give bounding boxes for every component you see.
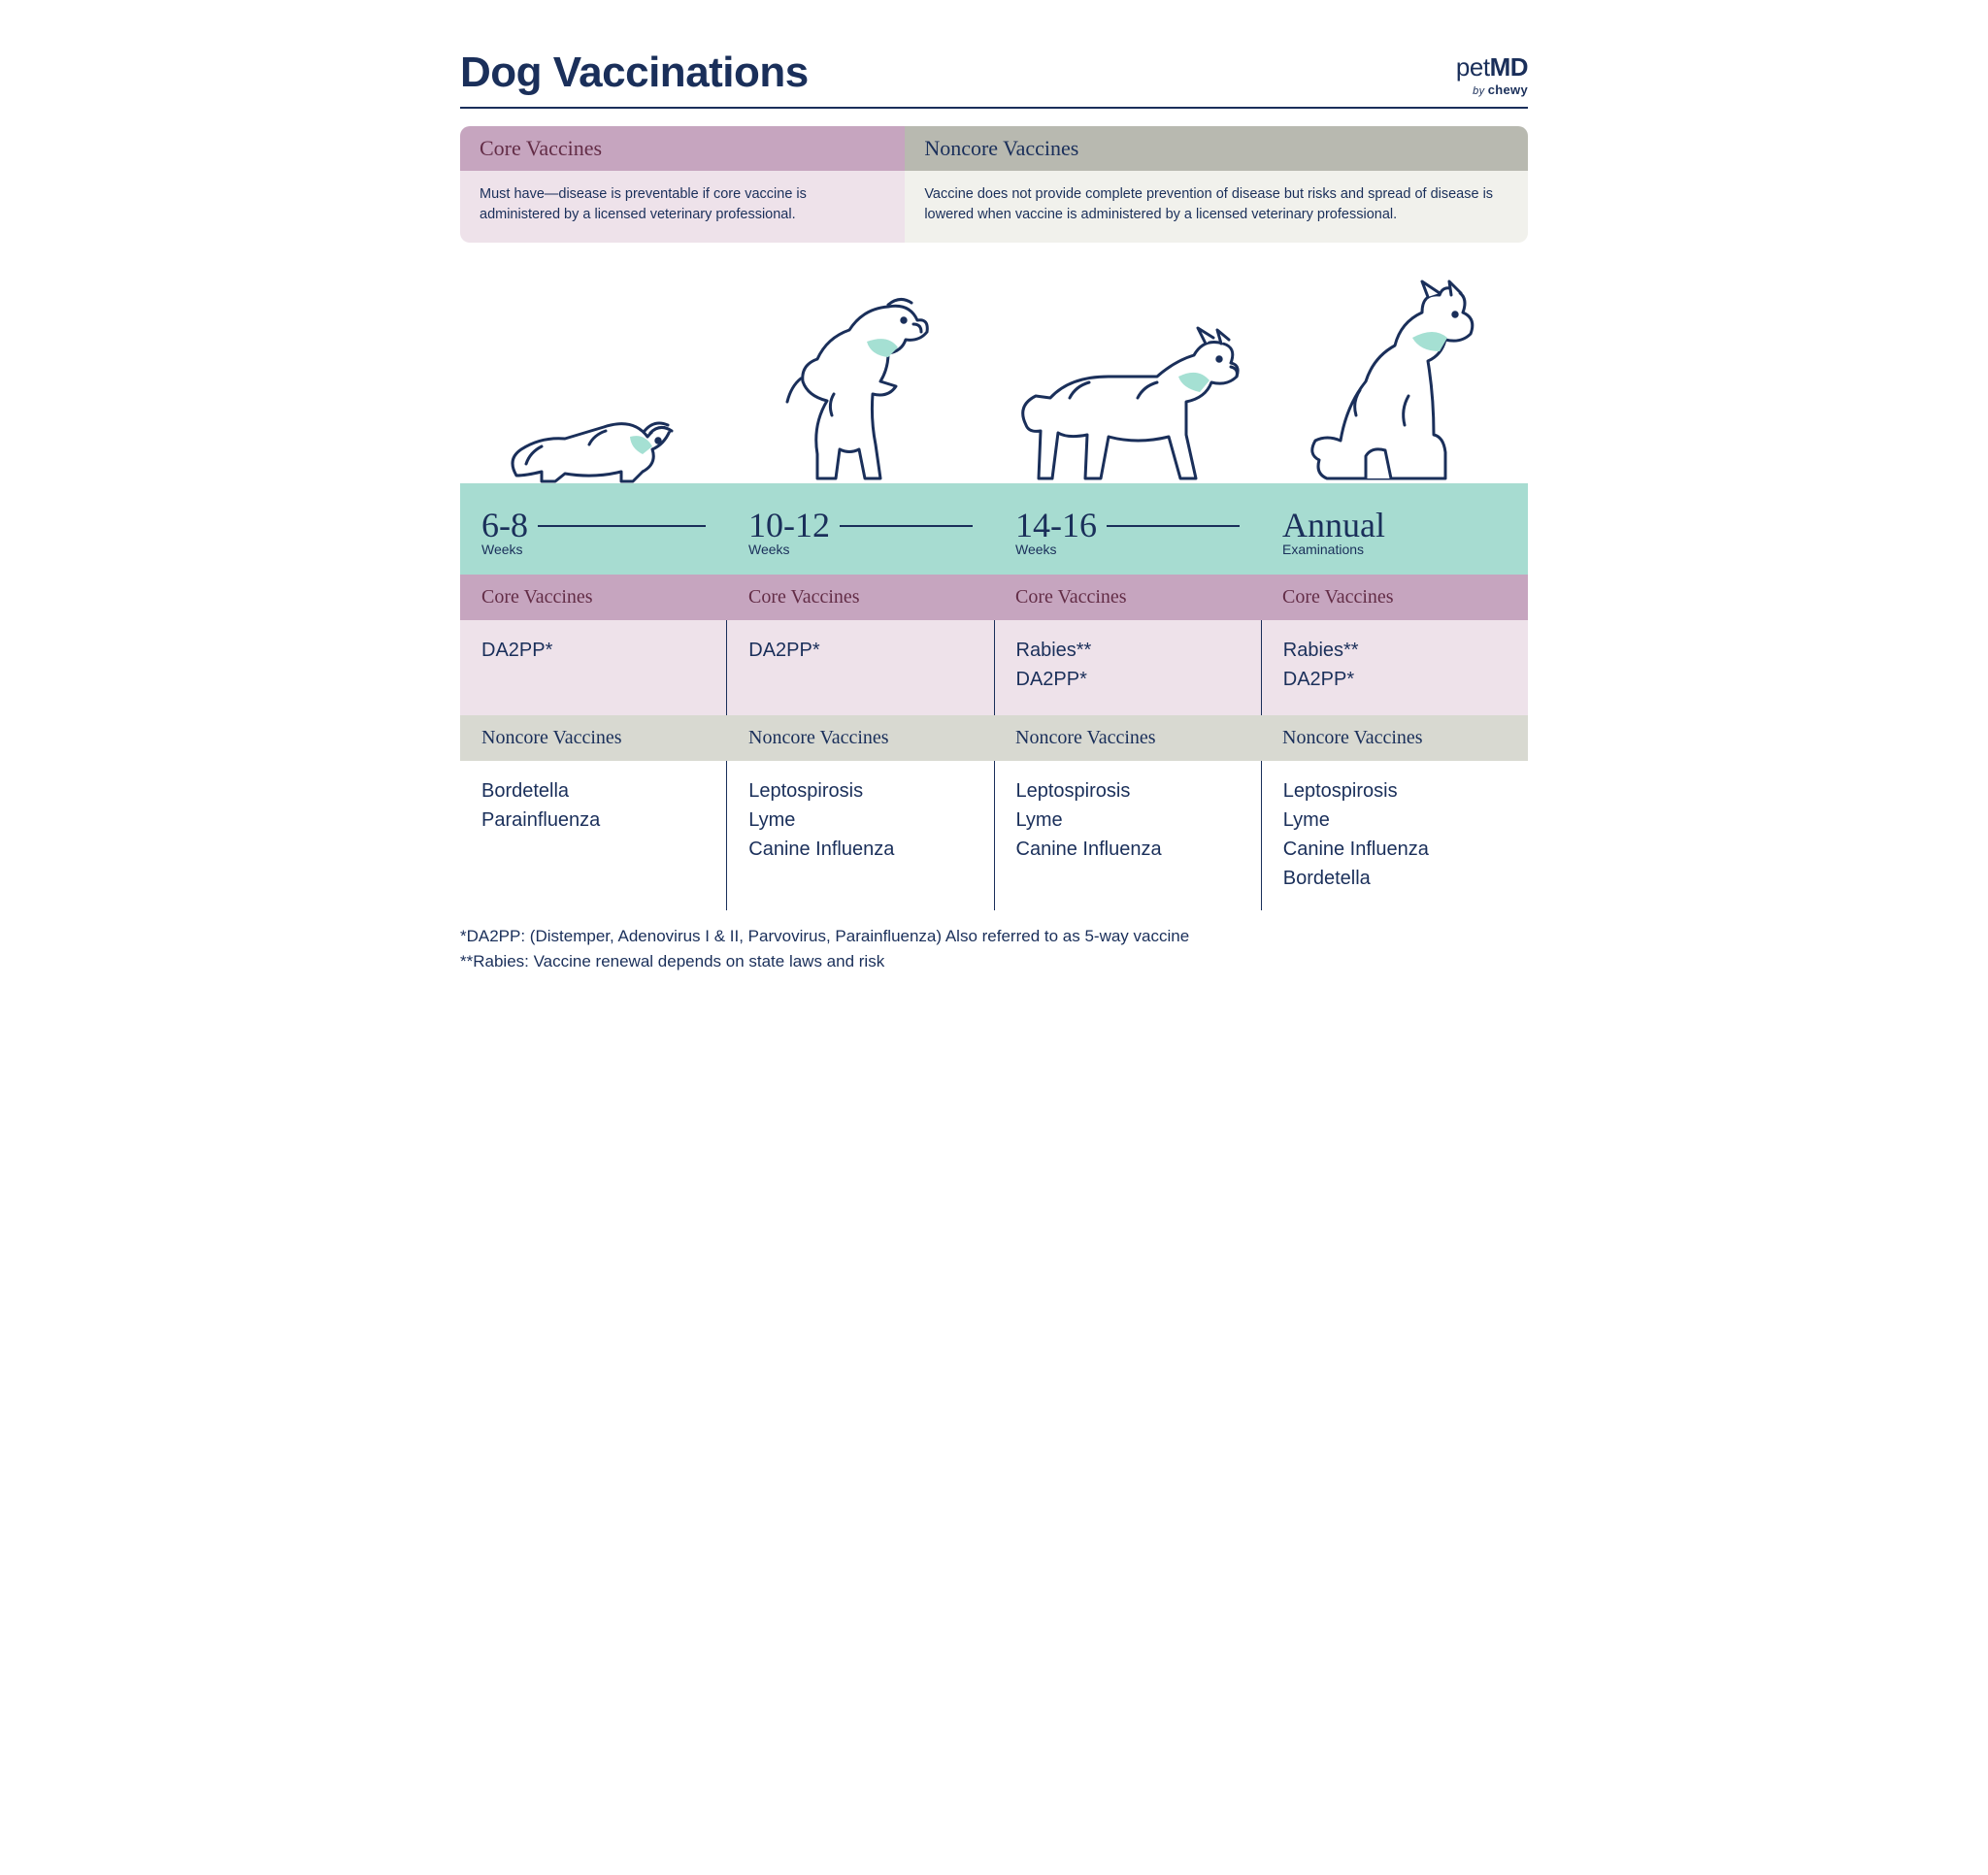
core-title: Core Vaccines [727, 575, 994, 620]
vaccine-item: DA2PP* [1283, 665, 1507, 694]
noncore-items-0: Bordetella Parainfluenza [460, 761, 727, 910]
brand-block: petMD by chewy [1456, 52, 1528, 97]
core-items-1: DA2PP* [727, 620, 994, 715]
core-title: Core Vaccines [460, 575, 727, 620]
noncore-body-row: Bordetella Parainfluenza Leptospirosis L… [460, 761, 1528, 910]
age-cell-2: 14-16 Weeks [994, 505, 1261, 557]
core-title: Core Vaccines [1261, 575, 1528, 620]
vaccine-item: Canine Influenza [1283, 835, 1507, 864]
age-rule [1107, 525, 1240, 527]
illustration-row [460, 270, 1528, 483]
vaccine-item: Rabies** [1016, 636, 1240, 665]
dog-puppy-icon [497, 367, 691, 483]
intro-noncore: Noncore Vaccines Vaccine does not provid… [905, 126, 1528, 243]
age-sub: Weeks [481, 542, 528, 557]
noncore-title: Noncore Vaccines [994, 715, 1261, 761]
vaccine-item: DA2PP* [481, 636, 705, 665]
footnote-line: **Rabies: Vaccine renewal depends on sta… [460, 949, 1528, 974]
age-main: 14-16 [1015, 505, 1097, 545]
age-rule [538, 525, 706, 527]
vaccine-item: Lyme [1016, 806, 1240, 835]
header-bar: Dog Vaccinations petMD by chewy [460, 49, 1528, 109]
brand-by: by [1473, 85, 1488, 97]
intro-core-body: Must have—disease is preventable if core… [460, 171, 905, 243]
noncore-title: Noncore Vaccines [1261, 715, 1528, 761]
noncore-items-3: Leptospirosis Lyme Canine Influenza Bord… [1262, 761, 1528, 910]
core-header-row: Core Vaccines Core Vaccines Core Vaccine… [460, 575, 1528, 620]
footnotes: *DA2PP: (Distemper, Adenovirus I & II, P… [460, 924, 1528, 975]
infographic-root: Dog Vaccinations petMD by chewy Core Vac… [460, 49, 1528, 975]
core-title: Core Vaccines [994, 575, 1261, 620]
noncore-items-2: Leptospirosis Lyme Canine Influenza [995, 761, 1262, 910]
dog-standing-icon [774, 289, 948, 483]
age-sub: Weeks [748, 542, 830, 557]
dog-icon-stage-4 [1261, 280, 1528, 483]
intro-noncore-body: Vaccine does not provide complete preven… [905, 171, 1528, 243]
core-items-2: Rabies** DA2PP* [995, 620, 1262, 715]
brand-bold: MD [1490, 52, 1528, 82]
age-rule [840, 525, 973, 527]
age-band: 6-8 Weeks 10-12 Weeks 14-16 Weeks Annual… [460, 483, 1528, 575]
vaccine-item: Leptospirosis [1016, 776, 1240, 806]
vaccine-item: Leptospirosis [748, 776, 972, 806]
dog-walking-icon [1011, 309, 1244, 483]
vaccine-item: Canine Influenza [1016, 835, 1240, 864]
age-cell-3: Annual Examinations [1261, 505, 1528, 557]
vaccine-item: Canine Influenza [748, 835, 972, 864]
age-main: 10-12 [748, 505, 830, 545]
age-sub: Examinations [1282, 542, 1385, 557]
vaccine-item: DA2PP* [1016, 665, 1240, 694]
page-title: Dog Vaccinations [460, 49, 809, 97]
core-items-3: Rabies** DA2PP* [1262, 620, 1528, 715]
noncore-header-row: Noncore Vaccines Noncore Vaccines Noncor… [460, 715, 1528, 761]
core-body-row: DA2PP* DA2PP* Rabies** DA2PP* Rabies** D… [460, 620, 1528, 715]
vaccine-item: Parainfluenza [481, 806, 705, 835]
vaccine-item: Bordetella [1283, 864, 1507, 893]
vaccine-item: Bordetella [481, 776, 705, 806]
dog-icon-stage-3 [994, 309, 1261, 483]
brand-logo: petMD [1456, 52, 1528, 82]
noncore-title: Noncore Vaccines [460, 715, 727, 761]
age-main: Annual [1282, 505, 1385, 545]
brand-pre: pet [1456, 52, 1490, 82]
core-items-0: DA2PP* [460, 620, 727, 715]
age-cell-1: 10-12 Weeks [727, 505, 994, 557]
dog-icon-stage-2 [727, 289, 994, 483]
intro-core-title: Core Vaccines [460, 126, 905, 171]
intro-panel: Core Vaccines Must have—disease is preve… [460, 126, 1528, 243]
age-sub: Weeks [1015, 542, 1097, 557]
vaccine-item: Lyme [1283, 806, 1507, 835]
brand-chewy: chewy [1488, 82, 1528, 97]
intro-core: Core Vaccines Must have—disease is preve… [460, 126, 905, 243]
intro-noncore-title: Noncore Vaccines [905, 126, 1528, 171]
age-cell-0: 6-8 Weeks [460, 505, 727, 557]
noncore-title: Noncore Vaccines [727, 715, 994, 761]
vaccine-item: Leptospirosis [1283, 776, 1507, 806]
brand-subline: by chewy [1456, 82, 1528, 97]
age-main: 6-8 [481, 505, 528, 545]
dog-sitting-icon [1298, 280, 1492, 483]
footnote-line: *DA2PP: (Distemper, Adenovirus I & II, P… [460, 924, 1528, 949]
vaccine-item: DA2PP* [748, 636, 972, 665]
vaccine-item: Rabies** [1283, 636, 1507, 665]
dog-icon-stage-1 [460, 367, 727, 483]
noncore-items-1: Leptospirosis Lyme Canine Influenza [727, 761, 994, 910]
vaccine-item: Lyme [748, 806, 972, 835]
